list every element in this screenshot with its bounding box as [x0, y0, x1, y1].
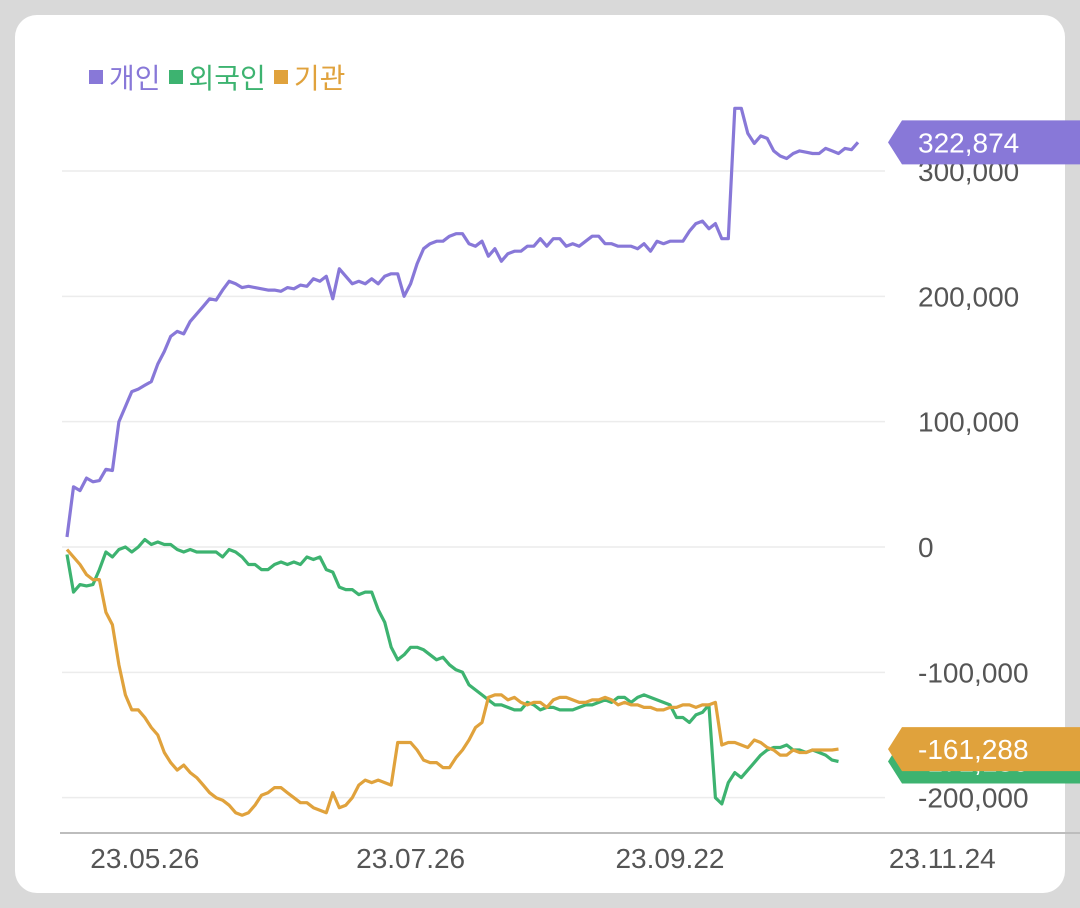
y-tick-label: 0: [918, 532, 934, 563]
y-tick-label: -100,000: [918, 657, 1029, 688]
legend-item-foreign[interactable]: 외국인: [168, 57, 266, 97]
x-tick-label: 23.09.22: [615, 843, 724, 874]
legend-label-institution: 기관: [293, 63, 346, 94]
legend-item-individual[interactable]: 개인: [89, 57, 161, 97]
series-lines: [65, 106, 860, 817]
end-badge-label: 322,874: [918, 127, 1019, 158]
y-tick-label: 200,000: [918, 281, 1019, 312]
x-tick-label: 23.05.26: [90, 843, 199, 874]
legend-label-foreign: 외국인: [188, 63, 266, 94]
x-axis-ticks: 23.05.26 23.07.26 23.09.22 23.11.24: [90, 843, 995, 874]
chart-legend: 개인 외국인 기관: [89, 57, 353, 97]
x-tick-label: 23.07.26: [356, 843, 465, 874]
end-badge-shape: [888, 727, 1080, 772]
y-tick-label: -200,000: [918, 783, 1029, 814]
end-badge-0: 322,874: [888, 120, 1080, 165]
y-tick-label: 100,000: [918, 407, 1019, 438]
x-tick-label: 23.11.24: [889, 843, 996, 874]
series-line-1: [65, 537, 839, 806]
end-badge-label: -161,288: [918, 734, 1029, 765]
series-line-0: [65, 106, 860, 538]
legend-label-individual: 개인: [109, 63, 161, 94]
legend-swatch-institution: [273, 70, 288, 84]
end-badge-2: -161,288: [888, 727, 1080, 772]
grid-lines: [62, 170, 885, 799]
legend-swatch-individual: [89, 70, 103, 84]
legend-swatch-foreign: [168, 70, 183, 84]
end-badge-shape: [888, 120, 1080, 165]
series-line-2: [65, 548, 839, 817]
legend-item-institution[interactable]: 기관: [273, 57, 346, 97]
